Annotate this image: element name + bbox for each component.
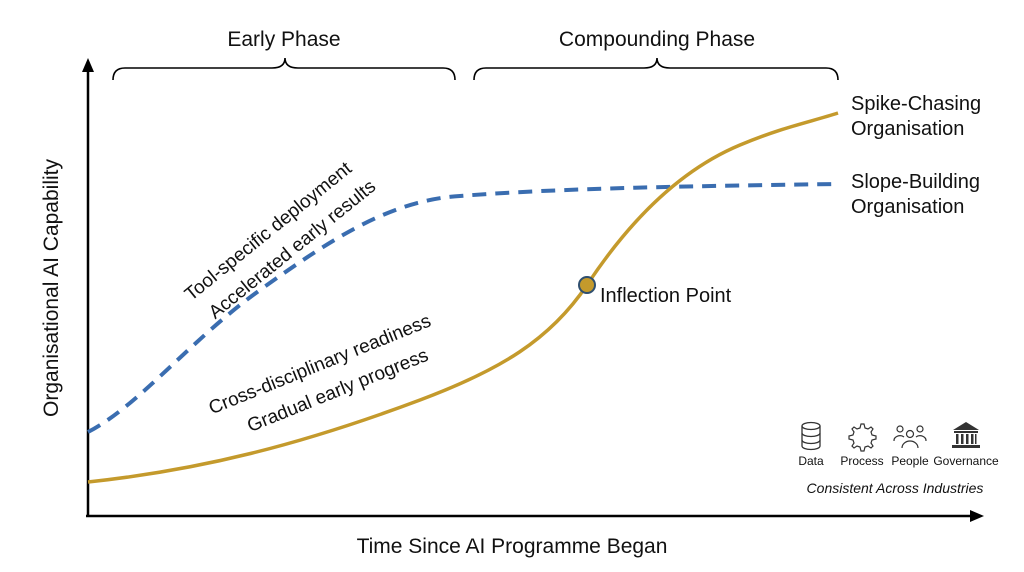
people-icon (893, 425, 927, 449)
compounding-phase-brace (473, 57, 839, 81)
legend-people-label: People (891, 454, 929, 468)
legend-governance-label: Governance (933, 454, 999, 468)
early-phase-label: Early Phase (227, 28, 340, 51)
inflection-point-marker (578, 276, 596, 294)
legend-process-label: Process (840, 454, 883, 468)
y-axis (82, 58, 94, 516)
legend-data-label: Data (798, 454, 824, 468)
y-axis-label: Organisational AI Capability (40, 159, 63, 417)
slope-building-curve (87, 182, 839, 434)
compounding-phase-label: Compounding Phase (559, 28, 755, 51)
x-axis-label: Time Since AI Programme Began (357, 535, 668, 558)
inflection-point-label: Inflection Point (600, 285, 732, 307)
spike-chasing-curve (87, 111, 839, 484)
bank-icon (952, 422, 980, 448)
x-axis (86, 510, 984, 522)
early-phase-brace (112, 57, 456, 81)
gear-icon (848, 423, 877, 452)
slope-building-label-line2: Organisation (851, 196, 964, 218)
slope-building-label-line1: Slope-Building (851, 171, 980, 193)
legend-caption: Consistent Across Industries (807, 480, 984, 496)
spike-chasing-label-line1: Spike-Chasing (851, 93, 981, 115)
database-icon (801, 421, 821, 451)
spike-chasing-label-line2: Organisation (851, 118, 964, 140)
